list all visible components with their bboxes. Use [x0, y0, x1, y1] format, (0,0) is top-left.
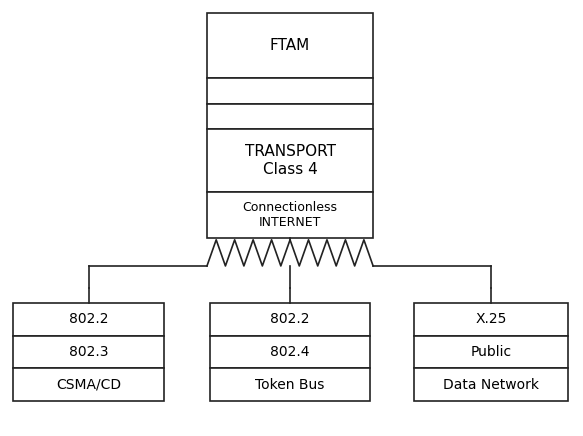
Bar	[210, 303, 370, 336]
Text: Data Network: Data Network	[443, 378, 539, 392]
Text: 802.3: 802.3	[69, 345, 108, 359]
Bar	[13, 303, 164, 336]
Text: Public: Public	[470, 345, 512, 359]
Bar	[414, 336, 568, 368]
Bar	[207, 129, 373, 192]
Text: 802.2: 802.2	[271, 312, 310, 327]
Bar	[13, 336, 164, 368]
Bar	[207, 78, 373, 104]
Bar	[414, 368, 568, 401]
Text: 802.4: 802.4	[271, 345, 310, 359]
Bar	[210, 336, 370, 368]
Text: X.25: X.25	[476, 312, 507, 327]
Bar	[414, 303, 568, 336]
Text: TRANSPORT
Class 4: TRANSPORT Class 4	[244, 144, 336, 177]
Text: 802.2: 802.2	[69, 312, 108, 327]
Bar	[207, 104, 373, 129]
Text: FTAM: FTAM	[270, 38, 310, 53]
Text: Connectionless
INTERNET: Connectionless INTERNET	[243, 201, 338, 229]
Text: CSMA/CD: CSMA/CD	[56, 378, 121, 392]
Bar	[210, 368, 370, 401]
Bar	[207, 192, 373, 238]
Text: Token Bus: Token Bus	[255, 378, 325, 392]
Bar	[207, 13, 373, 78]
Bar	[13, 368, 164, 401]
